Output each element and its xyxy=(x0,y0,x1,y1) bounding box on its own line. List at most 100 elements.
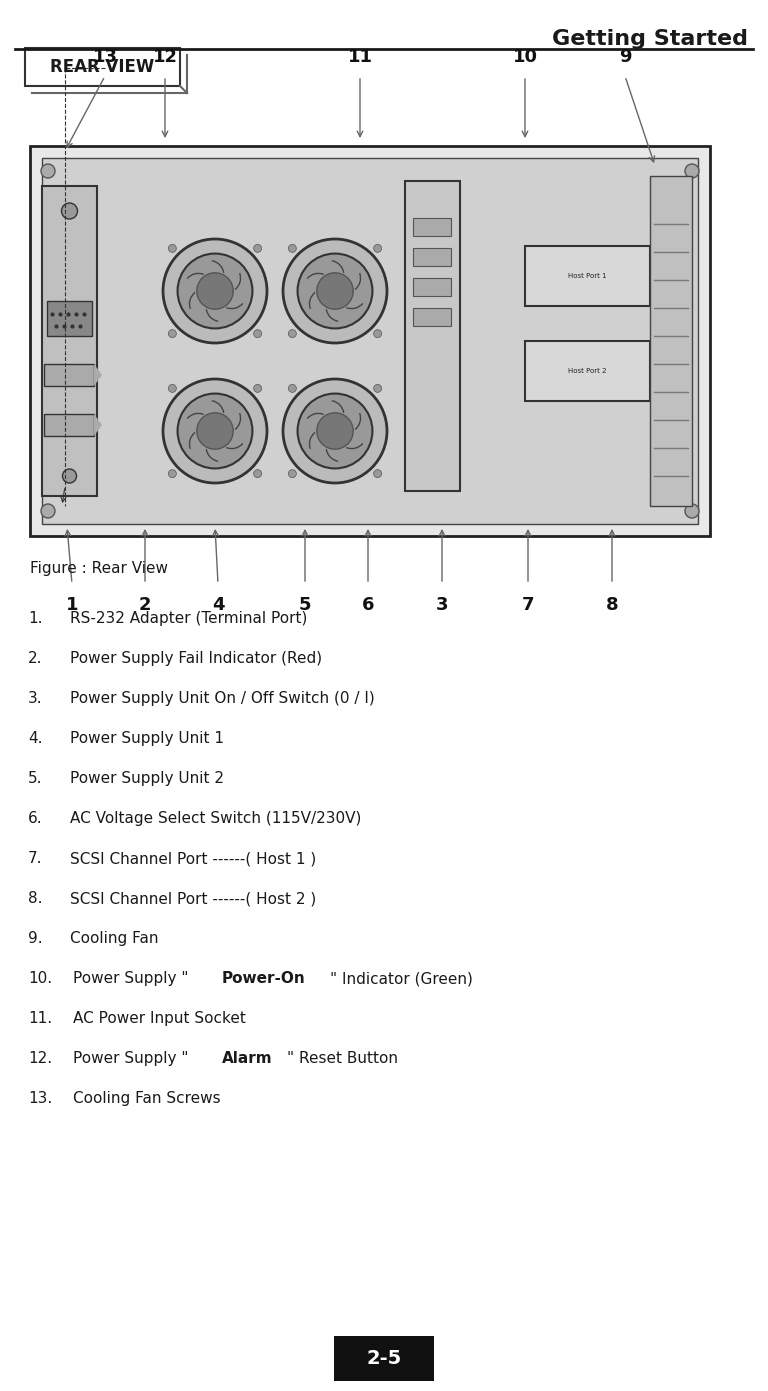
Bar xyxy=(334,1335,434,1381)
Text: Alarm: Alarm xyxy=(222,1052,273,1066)
Text: 10: 10 xyxy=(512,49,538,65)
Circle shape xyxy=(168,245,177,252)
Text: AC Voltage Select Switch (115V/230V): AC Voltage Select Switch (115V/230V) xyxy=(70,811,362,826)
Text: 4.: 4. xyxy=(28,732,42,746)
Bar xyxy=(413,307,451,325)
Circle shape xyxy=(61,203,78,218)
Text: Cooling Fan: Cooling Fan xyxy=(70,931,158,946)
Circle shape xyxy=(168,384,177,392)
Text: " Reset Button: " Reset Button xyxy=(287,1052,399,1066)
Text: 3: 3 xyxy=(435,595,449,613)
Text: 9.: 9. xyxy=(28,931,43,946)
Text: Cooling Fan Screws: Cooling Fan Screws xyxy=(73,1091,220,1106)
Text: Power Supply ": Power Supply " xyxy=(73,971,188,986)
Text: 11: 11 xyxy=(347,49,372,65)
Text: 13: 13 xyxy=(92,49,118,65)
Circle shape xyxy=(374,245,382,252)
Text: Power Supply ": Power Supply " xyxy=(73,1052,188,1066)
Bar xyxy=(525,246,650,306)
Bar xyxy=(413,248,451,266)
Circle shape xyxy=(288,384,296,392)
Bar xyxy=(42,159,698,524)
Text: 13.: 13. xyxy=(28,1091,52,1106)
Bar xyxy=(405,181,460,491)
Text: 3.: 3. xyxy=(28,691,43,707)
Text: 8.: 8. xyxy=(28,892,42,906)
Circle shape xyxy=(253,245,262,252)
Circle shape xyxy=(374,470,382,477)
Circle shape xyxy=(374,384,382,392)
Circle shape xyxy=(685,504,699,517)
Text: Host Port 1: Host Port 1 xyxy=(568,273,607,280)
FancyBboxPatch shape xyxy=(25,49,180,86)
Text: REAR VIEW: REAR VIEW xyxy=(51,58,154,77)
Circle shape xyxy=(41,164,55,178)
Circle shape xyxy=(316,273,353,309)
Text: 12.: 12. xyxy=(28,1052,52,1066)
Text: 2: 2 xyxy=(139,595,151,613)
Text: Power Supply Unit On / Off Switch (0 / I): Power Supply Unit On / Off Switch (0 / I… xyxy=(70,691,375,707)
Text: 7: 7 xyxy=(521,595,535,613)
Bar xyxy=(47,300,92,337)
Bar xyxy=(42,186,97,497)
Text: SCSI Channel Port ------( Host 2 ): SCSI Channel Port ------( Host 2 ) xyxy=(70,892,316,906)
Text: SCSI Channel Port ------( Host 1 ): SCSI Channel Port ------( Host 1 ) xyxy=(70,851,316,867)
Text: 6: 6 xyxy=(362,595,374,613)
Circle shape xyxy=(197,273,233,309)
Circle shape xyxy=(197,413,233,449)
Circle shape xyxy=(283,239,387,344)
Circle shape xyxy=(253,384,262,392)
Circle shape xyxy=(177,253,253,328)
Bar xyxy=(413,278,451,296)
Circle shape xyxy=(685,164,699,178)
Circle shape xyxy=(163,239,267,344)
Text: 1: 1 xyxy=(66,595,78,613)
Bar xyxy=(44,415,94,435)
Circle shape xyxy=(253,470,262,477)
Text: 7.: 7. xyxy=(28,851,42,867)
Bar xyxy=(30,146,710,536)
Text: Power Supply Unit 2: Power Supply Unit 2 xyxy=(70,771,224,786)
Circle shape xyxy=(297,253,372,328)
Text: 2-5: 2-5 xyxy=(366,1349,402,1367)
Circle shape xyxy=(283,378,387,483)
Polygon shape xyxy=(94,364,102,385)
Text: 8: 8 xyxy=(606,595,618,613)
Text: 10.: 10. xyxy=(28,971,52,986)
Text: 1.: 1. xyxy=(28,611,42,626)
Circle shape xyxy=(316,413,353,449)
Text: 5: 5 xyxy=(299,595,311,613)
Text: RS-232 Adapter (Terminal Port): RS-232 Adapter (Terminal Port) xyxy=(70,611,307,626)
Text: Power Supply Fail Indicator (Red): Power Supply Fail Indicator (Red) xyxy=(70,651,322,666)
Text: " Indicator (Green): " Indicator (Green) xyxy=(330,971,473,986)
Text: 2.: 2. xyxy=(28,651,42,666)
Polygon shape xyxy=(94,415,102,435)
Circle shape xyxy=(288,330,296,338)
Circle shape xyxy=(288,470,296,477)
Bar xyxy=(525,341,650,401)
Bar xyxy=(413,218,451,236)
Text: AC Power Input Socket: AC Power Input Socket xyxy=(73,1011,246,1027)
Circle shape xyxy=(288,245,296,252)
Circle shape xyxy=(62,469,77,483)
Text: 6.: 6. xyxy=(28,811,43,826)
Text: 12: 12 xyxy=(153,49,177,65)
Circle shape xyxy=(253,330,262,338)
Bar xyxy=(44,364,94,385)
Circle shape xyxy=(168,470,177,477)
Circle shape xyxy=(177,394,253,469)
Circle shape xyxy=(168,330,177,338)
Text: Figure : Rear View: Figure : Rear View xyxy=(30,561,168,576)
Text: 4: 4 xyxy=(212,595,224,613)
Text: 11.: 11. xyxy=(28,1011,52,1027)
Text: Power Supply Unit 1: Power Supply Unit 1 xyxy=(70,732,224,746)
Text: Power-On: Power-On xyxy=(222,971,306,986)
Text: 9: 9 xyxy=(619,49,631,65)
Circle shape xyxy=(374,330,382,338)
Circle shape xyxy=(41,504,55,517)
Text: 5.: 5. xyxy=(28,771,42,786)
Text: Host Port 2: Host Port 2 xyxy=(568,369,607,374)
Circle shape xyxy=(297,394,372,469)
Circle shape xyxy=(163,378,267,483)
Bar xyxy=(650,177,692,506)
